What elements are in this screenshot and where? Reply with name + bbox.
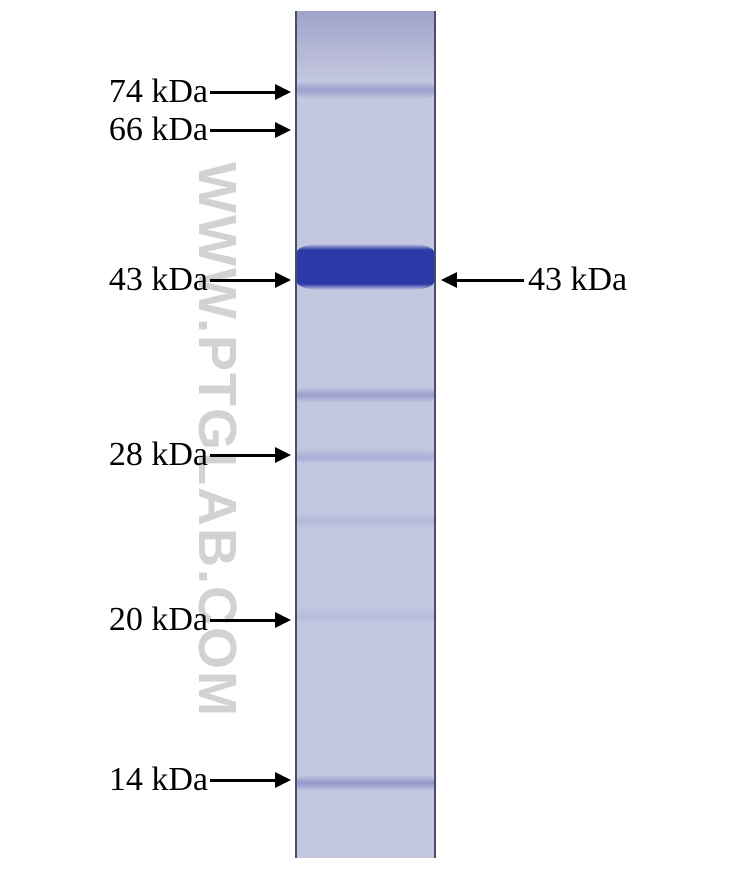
gel-band-faint-25kda: [297, 511, 434, 529]
mw-marker-label: 14 kDa: [109, 763, 208, 797]
gel-lane-top-shadow: [297, 11, 434, 81]
gel-lane-right-border: [434, 11, 436, 858]
mw-marker-label: 43 kDa: [109, 263, 208, 297]
marker-arrow-line: [210, 91, 275, 94]
marker-arrow-line: [210, 619, 275, 622]
gel-image-canvas: WWW.PTGLAB.COM 74 kDa66 kDa43 kDa28 kDa2…: [0, 0, 740, 869]
gel-band-faint-28kda: [297, 448, 434, 464]
gel-band-main-43kda: [297, 244, 434, 290]
gel-band-faint-20kda: [297, 607, 434, 623]
marker-arrow-line: [210, 129, 275, 132]
gel-lane: [297, 11, 434, 858]
gel-band-faint-14kda: [297, 775, 434, 791]
mw-marker-label: 20 kDa: [109, 603, 208, 637]
gel-lane-left-border: [295, 11, 297, 858]
marker-arrow-head: [275, 272, 291, 288]
marker-arrow-head: [275, 447, 291, 463]
mw-marker-label: 28 kDa: [109, 438, 208, 472]
marker-arrow-head: [275, 612, 291, 628]
marker-arrow-head: [441, 272, 457, 288]
gel-band-faint-74kda: [297, 81, 434, 99]
detected-band-label: 43 kDa: [528, 263, 627, 297]
marker-arrow-head: [275, 84, 291, 100]
marker-arrow-line: [210, 779, 275, 782]
gel-band-faint-33kda: [297, 387, 434, 403]
marker-arrow-line: [210, 279, 275, 282]
marker-arrow-line: [210, 454, 275, 457]
marker-arrow-head: [275, 772, 291, 788]
mw-marker-label: 74 kDa: [109, 75, 208, 109]
marker-arrow-head: [275, 122, 291, 138]
mw-marker-label: 66 kDa: [109, 113, 208, 147]
marker-arrow-line: [457, 279, 524, 282]
